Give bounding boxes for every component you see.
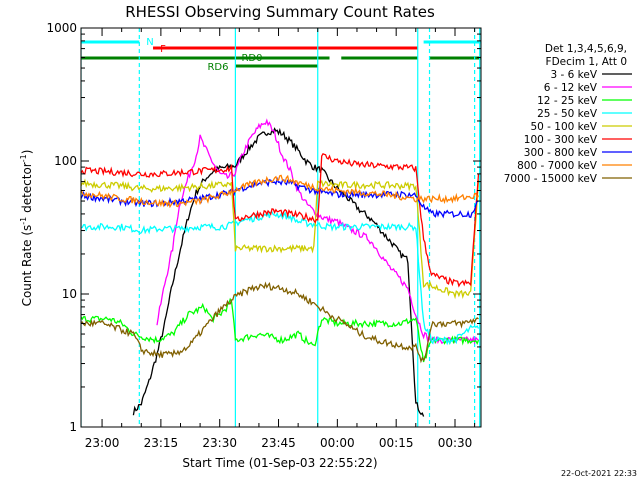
x-tick-label: 23:30 xyxy=(202,436,237,450)
series-line xyxy=(81,178,480,300)
y-tick-label: 100 xyxy=(54,154,77,168)
legend-entry-label: 800 - 7000 keV xyxy=(517,160,598,172)
legend-entry-label: 25 - 50 keV xyxy=(537,108,598,120)
legend-entry-label: 50 - 100 keV xyxy=(530,121,597,133)
series-line xyxy=(132,127,425,417)
legend-entry-label: 300 - 800 keV xyxy=(524,147,598,159)
legend: Det 1,3,4,5,6,9, FDecim 1, Att 0 3 - 6 k… xyxy=(504,43,632,185)
y-tick-label: 10 xyxy=(62,287,77,301)
plot-frame xyxy=(80,27,482,428)
chart-title: RHESSI Observing Summary Count Rates xyxy=(125,3,435,21)
legend-header-2: FDecim 1, Att 0 xyxy=(546,56,627,68)
series-line xyxy=(81,210,480,346)
series-lines xyxy=(81,118,480,417)
series-line xyxy=(81,281,479,364)
x-tick-label: 00:30 xyxy=(438,436,473,450)
x-axis-label: Start Time (01-Sep-03 22:55:22) xyxy=(182,456,377,470)
x-tick-label: 23:15 xyxy=(144,436,179,450)
x-tick-label: 23:00 xyxy=(85,436,120,450)
y-axis-label-mid: detector xyxy=(20,162,34,217)
series-line xyxy=(81,176,479,219)
x-tick-label: 23:45 xyxy=(261,436,296,450)
legend-entry-label: 7000 - 15000 keV xyxy=(504,173,598,185)
x-tick-label: 00:00 xyxy=(320,436,355,450)
legend-entry-label: 12 - 25 keV xyxy=(537,95,598,107)
legend-entry-label: 6 - 12 keV xyxy=(544,82,598,94)
y-axis-label: Count Rate (s-1 detector-1) xyxy=(19,150,34,307)
legend-header-1: Det 1,3,4,5,6,9, xyxy=(545,43,627,55)
flag-label: F xyxy=(160,44,166,55)
x-tick-label: 00:15 xyxy=(379,436,414,450)
y-tick-label: 1000 xyxy=(46,21,77,35)
timestamp: 22-Oct-2021 22:33 xyxy=(561,469,637,478)
series-line xyxy=(81,297,480,363)
legend-entry-label: 100 - 300 keV xyxy=(524,134,598,146)
legend-entry-label: 3 - 6 keV xyxy=(550,69,597,81)
y-tick-label: 1 xyxy=(69,420,77,434)
flag-label: N xyxy=(146,37,153,48)
flag-label: RD0 xyxy=(241,53,262,64)
flag-label: RD6 xyxy=(207,62,228,73)
y-axis-label-end: ) xyxy=(20,150,34,155)
x-axis: 23:00 23:15 23:30 23:45 00:00 00:15 00:30 xyxy=(85,28,476,450)
series-line xyxy=(81,174,480,209)
y-axis-label-sup: -1 xyxy=(19,217,28,225)
y-axis-label-main: Count Rate (s xyxy=(20,225,34,307)
y-axis-label-sup2: -1 xyxy=(19,154,28,162)
series-line xyxy=(81,152,480,288)
flag-bars: NF RD0 RD6 xyxy=(81,37,481,73)
